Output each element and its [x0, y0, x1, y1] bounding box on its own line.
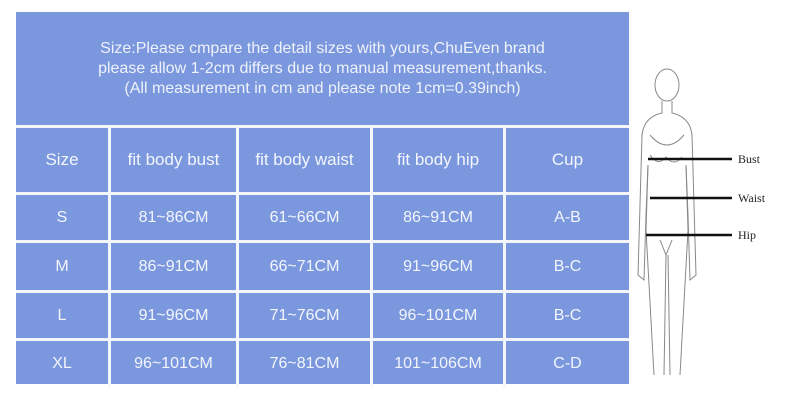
table-cell: 81~86CM [108, 195, 236, 243]
table-cell: XL [52, 355, 72, 372]
table-cell: S [16, 195, 108, 243]
table-cell: 86~91CM [108, 243, 236, 293]
table-cell: 91~96CM [370, 243, 503, 293]
table-cell: 96~101CM [370, 293, 503, 341]
column-header: Cup [503, 128, 629, 195]
table-cell: A-B [503, 195, 629, 243]
column-header: fit body hip [370, 128, 503, 195]
hip-label: Hip [738, 228, 756, 242]
column-header: Size [16, 128, 108, 195]
note-line: Size:Please cmpare the detail sizes with… [100, 39, 545, 57]
table-cell: M [16, 243, 108, 293]
table-cell: 86~91CM [370, 195, 503, 243]
table-cell: C-D [503, 341, 629, 387]
bust-label: Bust [738, 152, 761, 166]
table-cell: 66~71CM [236, 243, 370, 293]
table-cell: 91~96CM [108, 293, 236, 341]
column-header: fit body waist [236, 128, 370, 195]
body-measurement-figure: Bust Waist Hip [637, 68, 766, 376]
table-cell: 101~106CM [370, 341, 503, 387]
size-note: Size:Please cmpare the detail sizes with… [16, 12, 629, 125]
column-header: fit body bust [108, 128, 236, 195]
table-cell: B-C [503, 293, 629, 341]
note-line: please allow 1-2cm differs due to manual… [98, 59, 547, 77]
measurement-lines [646, 157, 732, 237]
size-table: Size fit body bust fit body waist fit body … [16, 125, 629, 387]
note-line: (All measurement in cm and please note 1… [124, 79, 521, 97]
waist-label: Waist [738, 191, 766, 205]
table-cell: B-C [503, 243, 629, 293]
table-cell: 76~81CM [236, 341, 370, 387]
table-cell: 71~76CM [236, 293, 370, 341]
table-cell: 96~101CM [108, 341, 236, 387]
table-cell: 61~66CM [236, 195, 370, 243]
head-icon [654, 68, 680, 102]
size-chart: Size:Please cmpare the detail sizes with… [16, 12, 629, 387]
table-cell: L [16, 293, 108, 341]
